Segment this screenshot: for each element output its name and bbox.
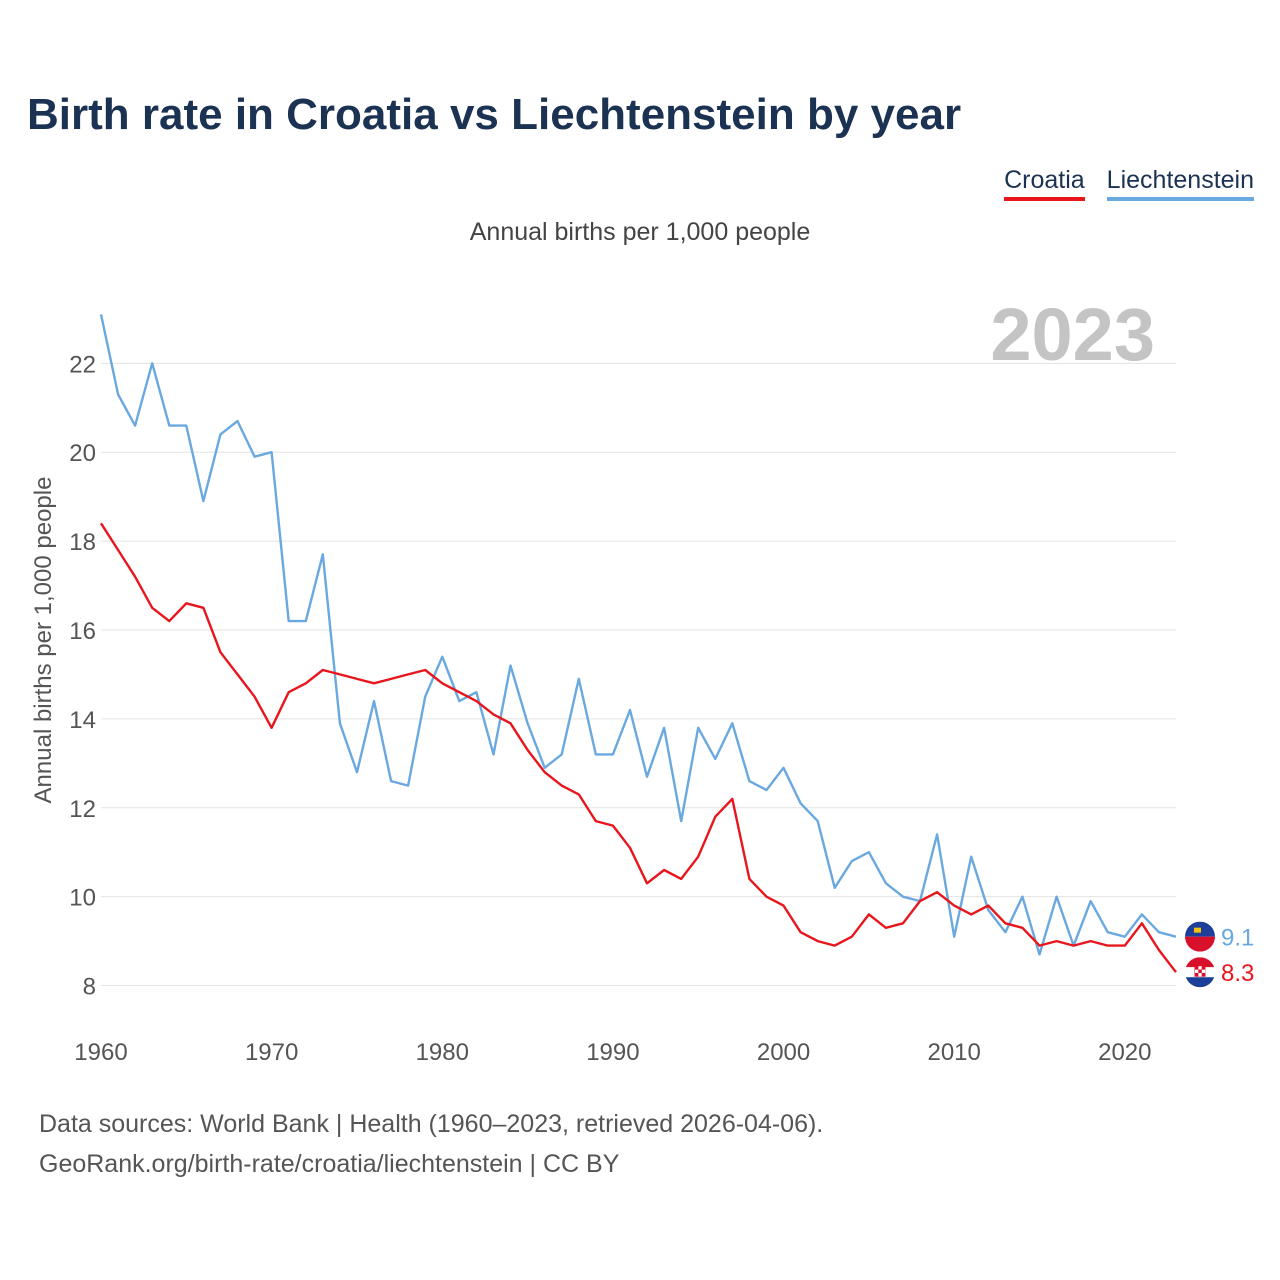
x-tick-label: 2000 — [757, 1039, 810, 1066]
data-sources-note: Data sources: World Bank | Health (1960–… — [39, 1110, 824, 1138]
y-tick-label: 14 — [69, 707, 96, 734]
year-watermark: 2023 — [990, 293, 1155, 376]
series-line-liechtenstein — [99, 314, 1177, 956]
y-axis-label: Annual births per 1,000 people — [30, 477, 57, 804]
x-tick-label: 1980 — [416, 1039, 469, 1066]
croatia-flag-icon — [1185, 957, 1215, 988]
y-tick-label: 10 — [69, 885, 96, 912]
end-label-liechtenstein: 9.1 — [1221, 925, 1254, 952]
x-tick-label: 2020 — [1098, 1039, 1151, 1066]
y-tick-label: 16 — [69, 618, 96, 645]
liechtenstein-flag-icon — [1185, 921, 1215, 952]
legend: Croatia Liechtenstein — [1004, 166, 1254, 201]
series-line-croatia — [99, 522, 1177, 973]
chart-subtitle: Annual births per 1,000 people — [469, 218, 811, 246]
end-label-croatia: 8.3 — [1221, 960, 1254, 987]
y-tick-label: 18 — [69, 529, 96, 556]
chart-title: Birth rate in Croatia vs Liechtenstein b… — [27, 90, 962, 139]
x-tick-label: 1960 — [74, 1039, 127, 1066]
y-tick-label: 12 — [69, 796, 96, 823]
y-tick-label: 8 — [83, 974, 96, 1001]
y-tick-label: 20 — [69, 440, 96, 467]
legend-item-croatia[interactable]: Croatia — [1004, 166, 1085, 201]
y-tick-label: 22 — [69, 351, 96, 378]
x-tick-label: 1990 — [586, 1039, 639, 1066]
legend-item-liechtenstein[interactable]: Liechtenstein — [1106, 166, 1254, 201]
x-tick-label: 2010 — [927, 1039, 980, 1066]
footer: Data sources: World Bank | Health (1960–… — [39, 1104, 823, 1184]
credit-note: GeoRank.org/birth-rate/croatia/liechtens… — [39, 1150, 620, 1178]
x-tick-label: 1970 — [245, 1039, 298, 1066]
